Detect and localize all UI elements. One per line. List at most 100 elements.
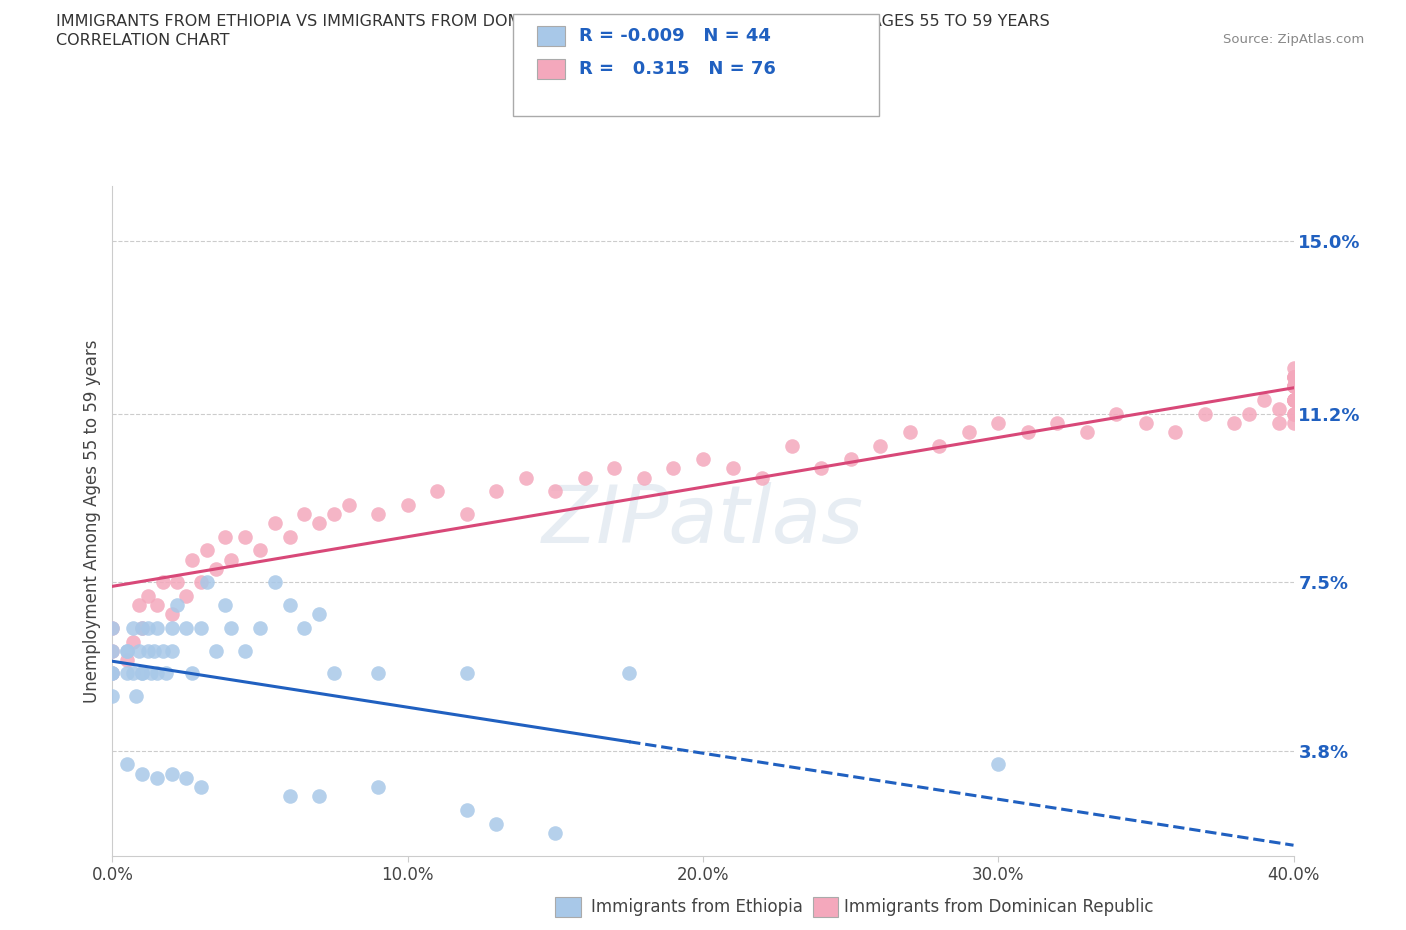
Point <box>662 461 685 476</box>
Point <box>1268 402 1291 417</box>
Point <box>1282 370 1305 385</box>
Point <box>117 666 138 681</box>
Point <box>117 644 138 658</box>
Point <box>190 620 212 635</box>
Point <box>987 416 1010 431</box>
Point <box>101 620 124 635</box>
Point <box>839 452 862 467</box>
Point <box>1282 370 1305 385</box>
Point <box>1282 379 1305 394</box>
Point <box>869 438 891 453</box>
Point <box>122 634 145 649</box>
Point <box>174 589 197 604</box>
Point <box>515 470 537 485</box>
Point <box>214 529 236 544</box>
Point <box>131 620 153 635</box>
Point <box>1282 392 1305 407</box>
Point <box>337 498 360 512</box>
Text: Immigrants from Ethiopia: Immigrants from Ethiopia <box>591 897 803 916</box>
Point <box>101 689 124 704</box>
Point <box>160 766 183 781</box>
Point <box>619 666 641 681</box>
Point <box>1282 361 1305 376</box>
Point <box>214 598 236 613</box>
Text: ZIPatlas: ZIPatlas <box>541 482 865 560</box>
Point <box>1105 406 1128 421</box>
Point <box>233 644 256 658</box>
Point <box>1164 424 1187 439</box>
Point <box>898 424 921 439</box>
Point <box>146 771 169 786</box>
Point <box>1017 424 1039 439</box>
Point <box>323 666 346 681</box>
Point <box>1135 416 1157 431</box>
Point <box>160 606 183 621</box>
Point <box>367 507 389 522</box>
Point <box>367 780 389 795</box>
Point <box>160 644 183 658</box>
Point <box>195 543 218 558</box>
Point <box>1282 406 1305 421</box>
Point <box>1282 392 1305 407</box>
Point <box>485 817 508 831</box>
Point <box>426 484 449 498</box>
Point <box>117 652 138 667</box>
Point <box>633 470 655 485</box>
Point <box>485 484 508 498</box>
Point <box>195 575 218 590</box>
Point <box>128 644 150 658</box>
Text: Immigrants from Dominican Republic: Immigrants from Dominican Republic <box>844 897 1153 916</box>
Point <box>101 666 124 681</box>
Point <box>117 757 138 772</box>
Point <box>278 529 301 544</box>
Point <box>456 666 478 681</box>
Point <box>751 470 773 485</box>
Point <box>396 498 419 512</box>
Point <box>152 644 174 658</box>
Point <box>166 575 188 590</box>
Point <box>278 789 301 804</box>
Point <box>721 461 744 476</box>
Point <box>219 552 242 567</box>
Point <box>249 543 271 558</box>
Point <box>1282 370 1305 385</box>
Point <box>1076 424 1098 439</box>
Point <box>174 620 197 635</box>
Point <box>1046 416 1069 431</box>
Point <box>928 438 950 453</box>
Point <box>155 666 177 681</box>
Point <box>136 644 159 658</box>
Text: R = -0.009   N = 44: R = -0.009 N = 44 <box>579 27 770 46</box>
Point <box>136 620 159 635</box>
Point <box>131 766 153 781</box>
Point <box>122 666 145 681</box>
Point <box>264 575 287 590</box>
Point <box>139 666 162 681</box>
Point <box>174 771 197 786</box>
Point <box>957 424 980 439</box>
Point <box>574 470 596 485</box>
Point <box>1282 392 1305 407</box>
Point <box>131 666 153 681</box>
Point <box>146 666 169 681</box>
Point <box>456 507 478 522</box>
Point <box>1253 392 1275 407</box>
Point <box>1282 392 1305 407</box>
Point <box>1282 379 1305 394</box>
Point <box>544 826 567 841</box>
Point <box>101 644 124 658</box>
Text: IMMIGRANTS FROM ETHIOPIA VS IMMIGRANTS FROM DOMINICAN REPUBLIC UNEMPLOYMENT AMON: IMMIGRANTS FROM ETHIOPIA VS IMMIGRANTS F… <box>56 14 1050 29</box>
Point <box>323 507 346 522</box>
Point <box>264 515 287 530</box>
Point <box>219 620 242 635</box>
Point <box>117 644 138 658</box>
Point <box>810 461 832 476</box>
Point <box>1194 406 1216 421</box>
Point <box>292 507 315 522</box>
Point <box>249 620 271 635</box>
Point <box>128 598 150 613</box>
Point <box>1223 416 1246 431</box>
Point <box>146 598 169 613</box>
Point <box>142 644 165 658</box>
Point <box>205 644 228 658</box>
